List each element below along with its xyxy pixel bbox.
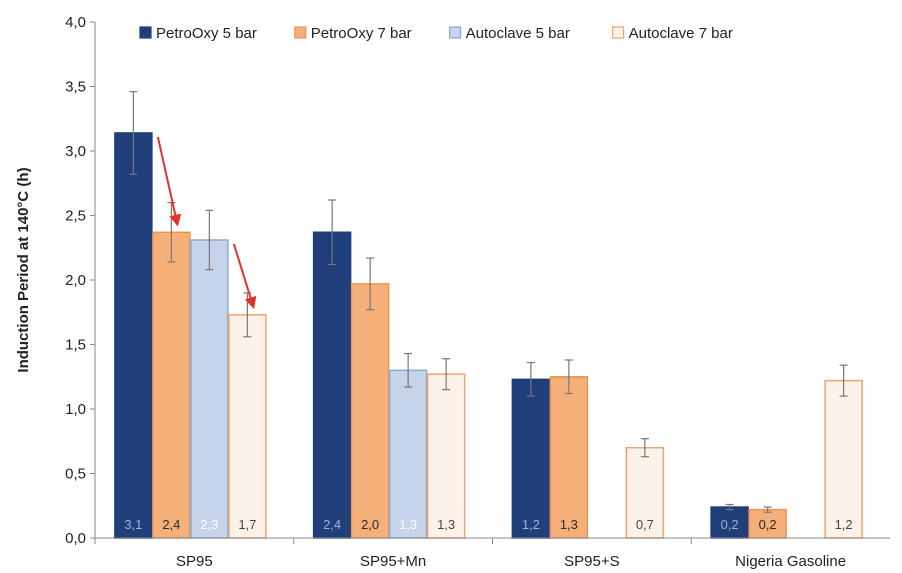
bar bbox=[710, 506, 749, 539]
data-label: 1,3 bbox=[437, 517, 455, 532]
data-label: 1,3 bbox=[560, 517, 578, 532]
y-tick-label: 0,5 bbox=[65, 466, 86, 483]
x-category-label: SP95+Mn bbox=[360, 553, 426, 570]
x-axis: SP95 SP95+Mn SP95+S Nigeria Gasoline bbox=[94, 537, 890, 570]
x-category-label: SP95 bbox=[176, 553, 213, 570]
annotation-arrow bbox=[232, 243, 257, 310]
bar bbox=[625, 446, 665, 539]
y-tick-label: 3,5 bbox=[65, 79, 86, 96]
data-label: 0,7 bbox=[636, 517, 654, 532]
bar bbox=[152, 231, 191, 539]
legend: PetroOxy 5 bar PetroOxy 7 bar Autoclave 5 … bbox=[139, 25, 733, 42]
bars: 3,1 2,4 2,3 1,7 2,4 2,0 1,3 1,3 1,2 1,3 0,7 0,2 0,2 1… bbox=[114, 91, 863, 539]
bar bbox=[190, 239, 229, 539]
x-category-label: Nigeria Gasoline bbox=[735, 553, 846, 570]
y-tick-label: 0,0 bbox=[65, 530, 86, 547]
y-tick-label: 1,5 bbox=[65, 337, 86, 354]
data-label: 1,2 bbox=[522, 517, 540, 532]
data-label: 2,3 bbox=[200, 517, 218, 532]
bar bbox=[350, 283, 390, 539]
data-label: 1,3 bbox=[399, 517, 417, 532]
legend-label: Autoclave 5 bar bbox=[466, 25, 570, 42]
annotation-arrows bbox=[156, 136, 257, 310]
bar bbox=[549, 376, 589, 539]
bar bbox=[511, 378, 551, 539]
bar bbox=[748, 508, 787, 539]
annotation-arrow bbox=[156, 136, 182, 227]
data-label: 2,4 bbox=[323, 517, 341, 532]
bar bbox=[824, 379, 863, 539]
data-label: 3,1 bbox=[124, 517, 142, 532]
legend-label: PetroOxy 7 bar bbox=[311, 25, 412, 42]
data-label: 0,2 bbox=[759, 517, 777, 532]
bar bbox=[114, 132, 153, 539]
bar bbox=[388, 369, 428, 539]
y-axis-label: Induction Period at 140°C (h) bbox=[15, 167, 32, 372]
data-label: 2,0 bbox=[361, 517, 379, 532]
legend-swatch bbox=[449, 26, 462, 39]
data-label: 1,7 bbox=[238, 517, 256, 532]
data-label: 0,2 bbox=[721, 517, 739, 532]
x-category-label: SP95+S bbox=[564, 553, 619, 570]
data-label: 1,2 bbox=[835, 517, 853, 532]
bar bbox=[426, 373, 466, 539]
y-axis: 0,0 0,5 1,0 1,5 2,0 2,5 3,0 3,5 4,0 bbox=[65, 14, 96, 547]
bar bbox=[228, 314, 267, 539]
legend-swatch bbox=[294, 26, 307, 39]
legend-label: Autoclave 7 bar bbox=[629, 25, 733, 42]
legend-swatch bbox=[139, 26, 152, 39]
legend-swatch bbox=[611, 26, 625, 39]
y-tick-label: 2,5 bbox=[65, 208, 86, 225]
y-tick-label: 2,0 bbox=[65, 272, 86, 289]
legend-label: PetroOxy 5 bar bbox=[156, 25, 257, 42]
y-tick-label: 4,0 bbox=[65, 14, 86, 31]
y-tick-label: 1,0 bbox=[65, 401, 86, 418]
bar bbox=[312, 231, 352, 539]
data-label: 2,4 bbox=[162, 517, 180, 532]
y-tick-label: 3,0 bbox=[65, 143, 86, 160]
